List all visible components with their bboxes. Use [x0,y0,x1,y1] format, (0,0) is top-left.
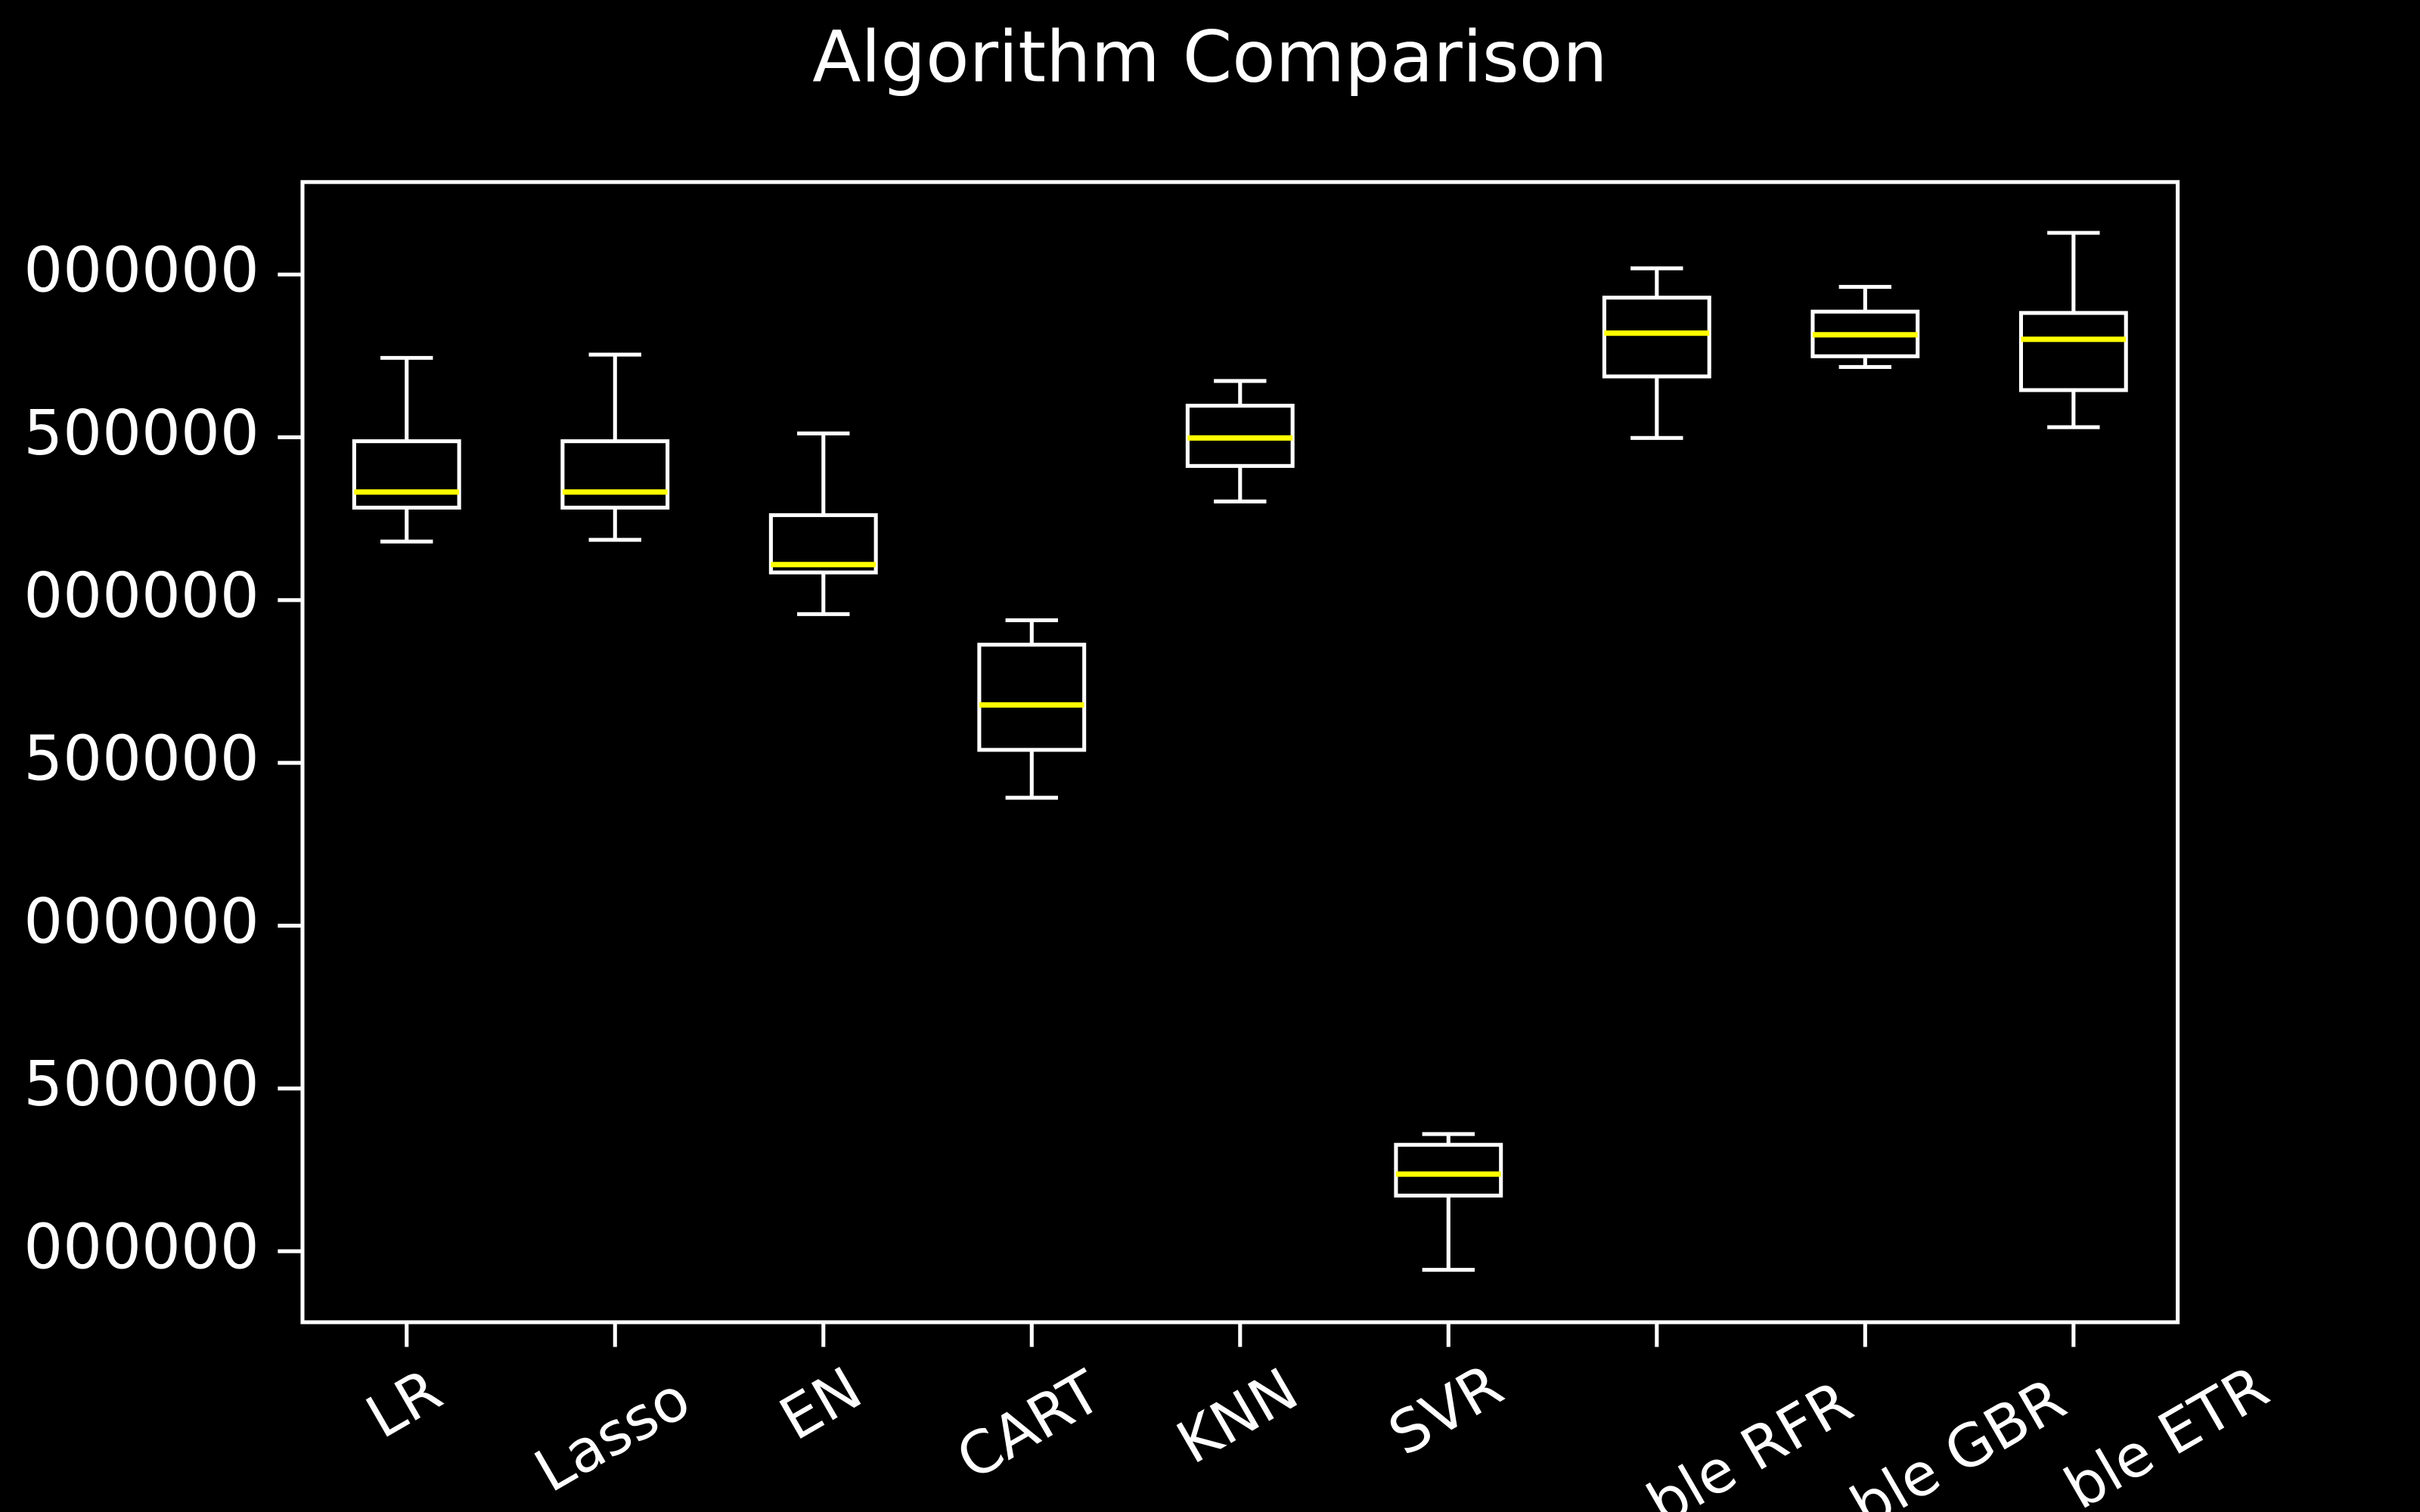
box [768,513,878,575]
box [1602,296,1711,379]
y-tick-label: 500000 [23,1049,259,1120]
box [1394,1142,1503,1198]
box [977,643,1087,752]
y-tick-label: 000000 [23,886,259,958]
box [560,439,670,510]
y-tick-label: 000000 [23,1212,259,1284]
chart-title: Algorithm Comparison [812,17,1607,99]
y-tick-label: 500000 [23,398,259,469]
y-tick-label: 500000 [23,723,259,795]
y-tick-label: 000000 [23,560,259,632]
y-tick-label: 000000 [23,235,259,307]
box [2018,311,2128,392]
box [352,439,461,510]
